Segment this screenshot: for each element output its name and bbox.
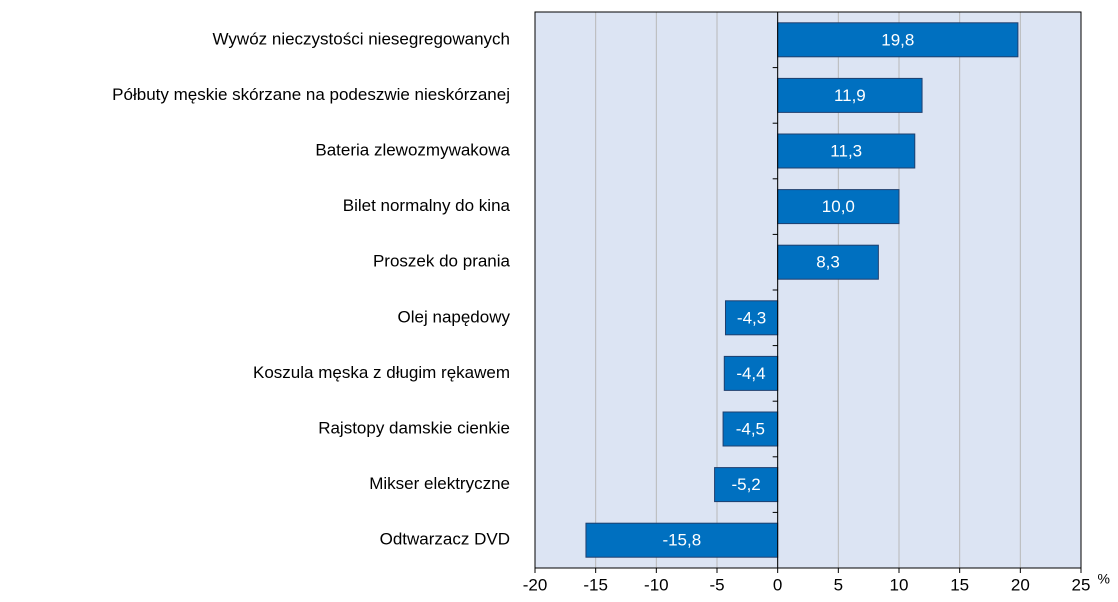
bar: [777, 244, 879, 280]
x-tick-label: 10: [890, 575, 909, 594]
x-tick-label: 20: [1011, 575, 1030, 594]
y-tick-label: Olej napędowy: [398, 307, 511, 326]
y-tick-label: Wywóz nieczystości niesegregowanych: [213, 29, 510, 48]
value-label: 11,9: [834, 86, 866, 105]
y-tick-label: Koszula męska z długim rękawem: [253, 363, 510, 382]
value-label: 8,3: [816, 253, 840, 272]
value-label: 10,0: [822, 197, 855, 216]
x-unit: %: [1098, 571, 1110, 587]
bar: [777, 189, 900, 225]
bar: [722, 411, 779, 447]
x-tick-label: 0: [773, 575, 782, 594]
bar: [585, 522, 779, 558]
bar: [724, 300, 779, 336]
y-tick-label: Odtwarzacz DVD: [380, 530, 510, 549]
value-label: -4,5: [736, 419, 765, 438]
x-tick-label: 25: [1072, 575, 1091, 594]
y-tick-label: Mikser elektryczne: [369, 474, 510, 493]
plot-border: [534, 11, 1082, 569]
x-tick-label: -10: [644, 575, 669, 594]
value-label: -4,3: [737, 308, 766, 327]
x-tick-label: 15: [950, 575, 969, 594]
x-tick-label: -15: [583, 575, 608, 594]
value-label: 11,3: [830, 141, 862, 160]
y-tick-label: Proszek do prania: [373, 252, 511, 271]
x-tick-label: -5: [709, 575, 724, 594]
y-tick-label: Półbuty męskie skórzane na podeszwie nie…: [112, 85, 510, 104]
bar: [723, 355, 779, 391]
x-tick-label: -20: [523, 575, 548, 594]
value-label: -4,4: [736, 364, 765, 383]
y-tick-label: Bateria zlewozmywakowa: [315, 140, 510, 159]
value-label: 19,8: [881, 30, 914, 49]
y-tick-label: Rajstopy damskie cienkie: [318, 418, 510, 437]
bar: [714, 467, 779, 503]
x-tick-label: 5: [834, 575, 843, 594]
y-tick-label: Bilet normalny do kina: [343, 196, 511, 215]
value-label: -5,2: [731, 475, 760, 494]
value-label: -15,8: [662, 531, 701, 550]
